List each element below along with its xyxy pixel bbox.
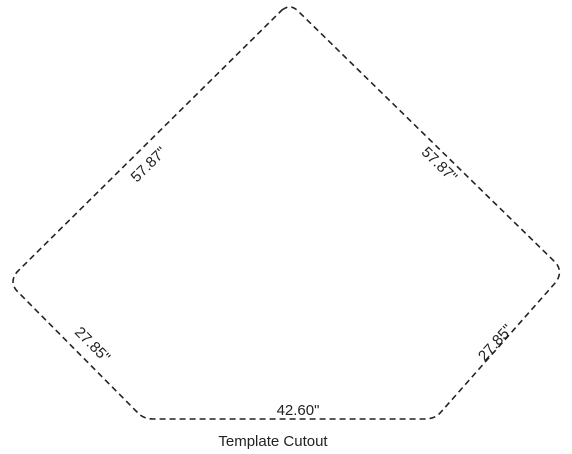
dimension-bottom: 42.60" [277, 402, 320, 419]
dimension-lower-left: 27.85" [71, 324, 113, 366]
template-outline [12, 6, 561, 420]
dimension-upper-left: 57.87" [128, 144, 170, 186]
dimension-lower-right: 27.85" [475, 321, 516, 364]
diagram-caption: Template Cutout [218, 433, 328, 450]
dimension-upper-right: 57.87" [418, 144, 461, 186]
